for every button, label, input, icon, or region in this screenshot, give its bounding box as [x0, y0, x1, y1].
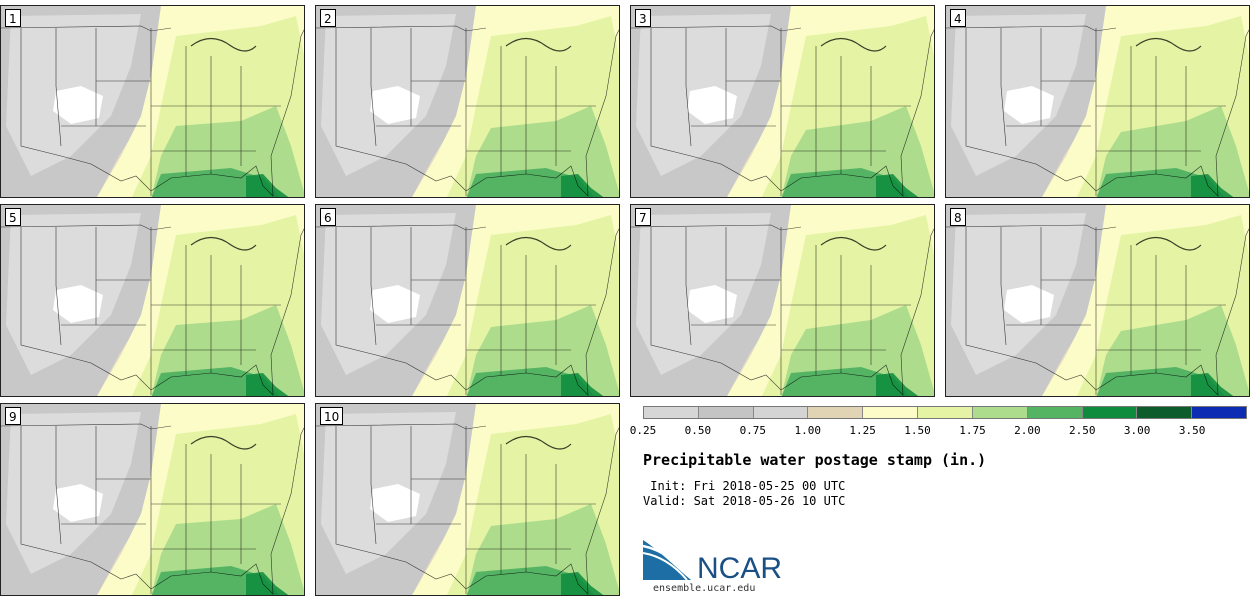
colorbar — [643, 406, 1247, 419]
member-label: 2 — [320, 9, 336, 27]
colorbar-tick-label: 2.00 — [1014, 424, 1041, 437]
colorbar-tick-label: 0.75 — [739, 424, 767, 437]
colorbar-tick-label: 1.50 — [904, 424, 931, 437]
precip-water-map — [631, 6, 934, 197]
member-label: 7 — [635, 208, 651, 226]
colorbar-swatch — [863, 407, 919, 418]
member-panel-1: 1 — [0, 5, 305, 198]
colorbar-tick-label: 3.00 — [1123, 424, 1151, 437]
colorbar-swatch — [1027, 407, 1083, 418]
member-panel-9: 9 — [0, 403, 305, 596]
figure-title: Precipitable water postage stamp (in.) — [643, 451, 987, 469]
colorbar-tick-label: 0.50 — [684, 424, 712, 437]
member-label: 1 — [5, 9, 21, 27]
colorbar-swatch — [1082, 407, 1138, 418]
colorbar-swatch — [698, 407, 754, 418]
member-label: 4 — [950, 9, 966, 27]
colorbar-swatch — [808, 407, 864, 418]
precip-water-map — [946, 6, 1249, 197]
precip-water-map — [316, 404, 619, 595]
colorbar-swatch — [753, 407, 809, 418]
colorbar-tick-label: 0.25 — [629, 424, 657, 437]
member-panel-2: 2 — [315, 5, 620, 198]
member-panel-5: 5 — [0, 204, 305, 397]
colorbar-swatch — [918, 407, 973, 418]
member-panel-3: 3 — [630, 5, 935, 198]
member-label: 3 — [635, 9, 651, 27]
precip-water-map — [1, 6, 304, 197]
member-panel-10: 10 — [315, 403, 620, 596]
member-panel-7: 7 — [630, 204, 935, 397]
colorbar-tick-label: 1.00 — [794, 424, 821, 437]
colorbar-swatch — [1137, 407, 1193, 418]
colorbar-tick-label: 1.75 — [959, 424, 986, 437]
colorbar-swatch — [644, 407, 699, 418]
precip-water-map — [631, 205, 934, 396]
member-panel-8: 8 — [945, 204, 1250, 397]
member-panel-4: 4 — [945, 5, 1250, 198]
precip-water-map — [316, 6, 619, 197]
logo-url: ensemble.ucar.edu — [653, 583, 756, 594]
member-label: 10 — [320, 407, 344, 425]
precip-water-map — [1, 205, 304, 396]
precip-water-map — [316, 205, 619, 396]
colorbar-swatch — [972, 407, 1028, 418]
member-label: 5 — [5, 208, 21, 226]
init-time: Init: Fri 2018-05-25 00 UTC — [643, 479, 846, 493]
colorbar-swatch — [1192, 407, 1246, 418]
logo-text: NCAR — [697, 552, 782, 582]
member-label: 6 — [320, 208, 336, 226]
member-label: 8 — [950, 208, 966, 226]
precip-water-map — [946, 205, 1249, 396]
colorbar-tick-label: 3.50 — [1178, 424, 1206, 437]
valid-time: Valid: Sat 2018-05-26 10 UTC — [643, 494, 846, 508]
ncar-logo: NCAR — [643, 540, 782, 582]
precip-water-map — [1, 404, 304, 595]
member-label: 9 — [5, 407, 21, 425]
colorbar-tick-label: 1.25 — [849, 424, 876, 437]
colorbar-tick-label: 2.50 — [1069, 424, 1096, 437]
member-panel-6: 6 — [315, 204, 620, 397]
